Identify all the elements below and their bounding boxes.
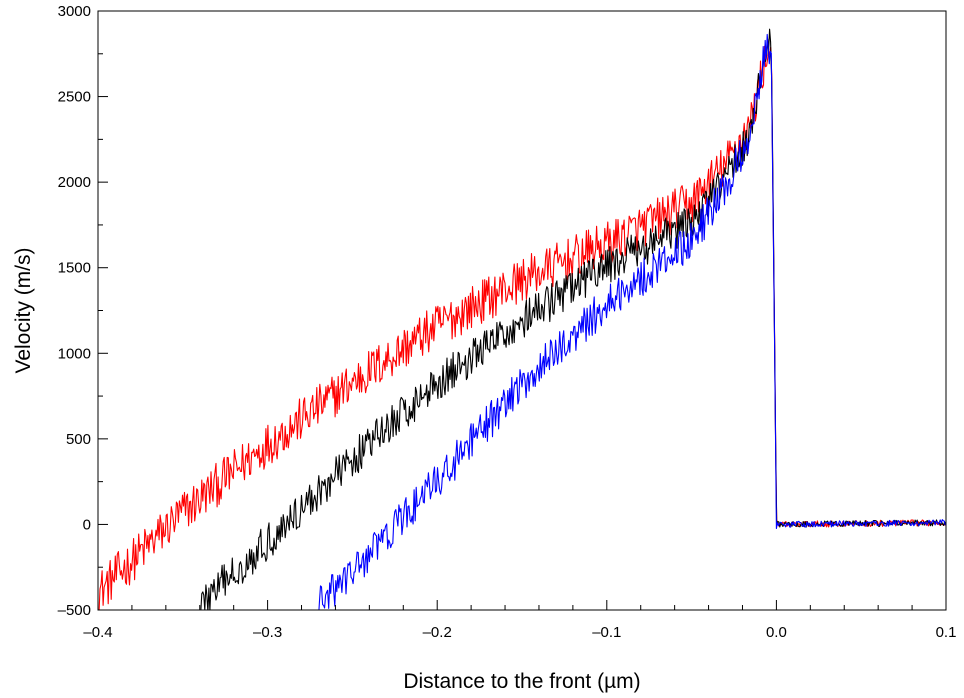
y-tick-label: 2000 — [58, 174, 91, 191]
y-tick-label: 3000 — [58, 3, 91, 20]
series-layer — [98, 28, 946, 610]
series-line-2 — [200, 28, 946, 610]
y-tick-label: 0 — [83, 516, 91, 533]
x-tick-label: –0.2 — [423, 624, 452, 641]
series-line-3 — [318, 33, 946, 610]
y-axis-title: Velocity (m/s) — [12, 247, 35, 373]
x-axis-title: Distance to the front (µm) — [403, 670, 640, 693]
x-tick-label: –0.1 — [592, 624, 621, 641]
x-tick-label: –0.3 — [253, 624, 282, 641]
plot-frame — [97, 10, 947, 611]
y-tick-label: 1000 — [58, 345, 91, 362]
y-tick-label: 1500 — [58, 260, 91, 277]
y-tick-label: 2500 — [58, 89, 91, 106]
x-tick-label: 0.0 — [766, 624, 787, 641]
series-line-1 — [98, 45, 946, 610]
y-tick-label: 500 — [66, 431, 91, 448]
y-tick-label: –500 — [58, 602, 91, 619]
x-tick-label: 0.1 — [936, 624, 957, 641]
axes-layer: –500 0 500 1000 1500 2000 2500 3000 –0.4 –0.3 –0.2… — [58, 3, 957, 641]
x-tick-label: –0.4 — [83, 624, 112, 641]
